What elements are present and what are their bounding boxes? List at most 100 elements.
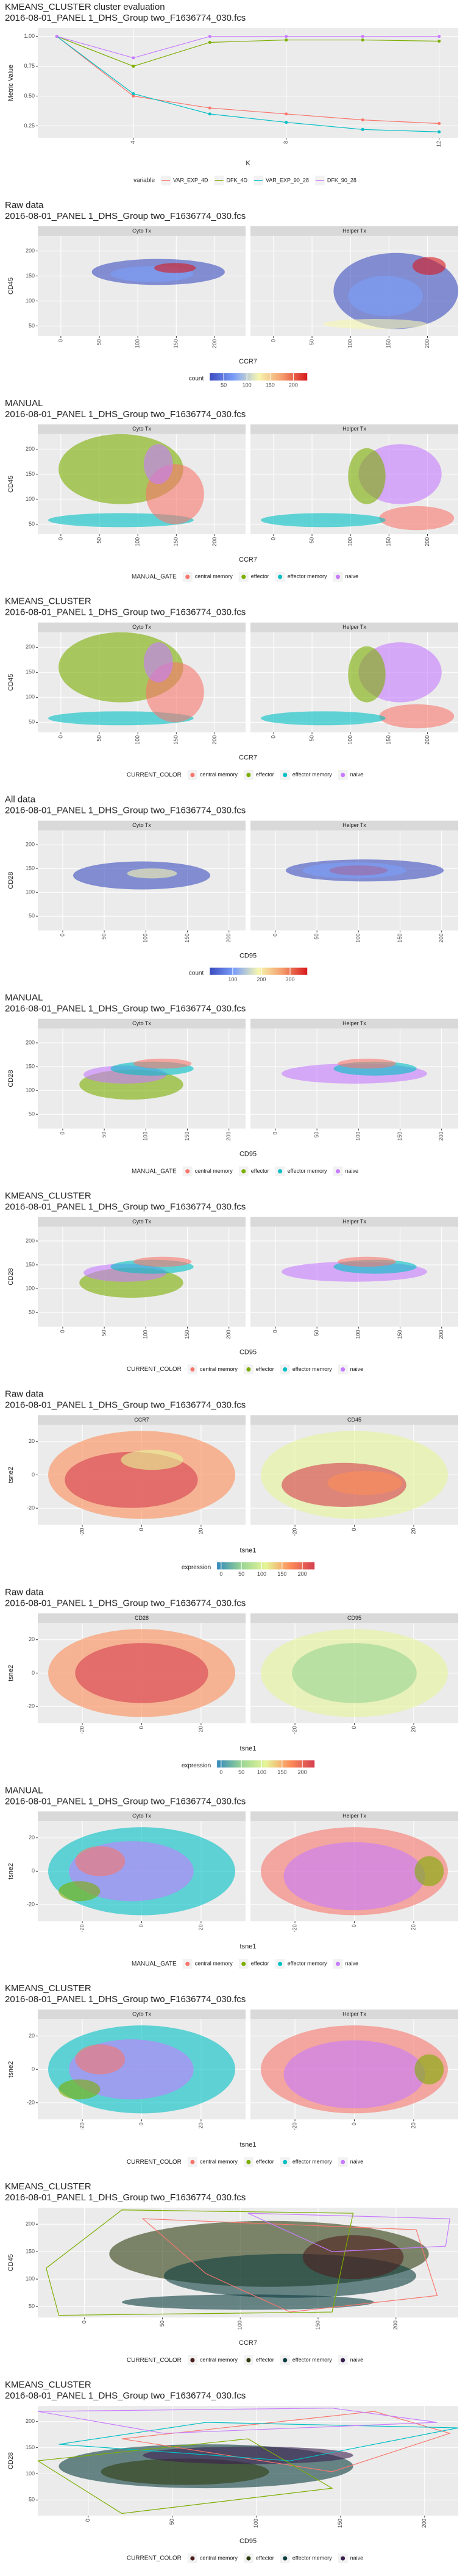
y-tick-label: 200	[26, 446, 35, 452]
x-tick-label: 0	[85, 2519, 91, 2522]
x-tick-label: 0	[272, 934, 278, 937]
colorbar-tick-label: 0	[219, 1571, 222, 1577]
x-tick-label: 200	[225, 934, 232, 943]
x-tick-label: 0	[59, 1132, 65, 1135]
line-series	[57, 36, 439, 59]
legend-swatch	[283, 1367, 288, 1372]
x-tick-label: 200	[225, 1132, 232, 1141]
y-axis-label: CD45	[7, 277, 15, 295]
chart-title: All data	[5, 795, 36, 805]
x-tick-label: 200	[438, 934, 444, 943]
point-cloud-blob	[75, 2044, 126, 2075]
data-point	[208, 40, 211, 44]
y-axis-label: CD45	[7, 674, 15, 691]
colorbar-tick-label: 100	[257, 1571, 266, 1577]
legend-swatch	[246, 773, 251, 778]
data-point	[55, 35, 58, 38]
x-tick-label: 0	[351, 1726, 357, 1729]
y-tick-label: 150	[26, 669, 35, 675]
x-tick-label: 100	[355, 1330, 361, 1339]
y-tick-label: 20	[29, 1834, 35, 1841]
legend-swatch	[283, 2556, 288, 2561]
legend-label: effector	[251, 1168, 269, 1174]
point-cloud	[261, 1629, 448, 1717]
data-point	[361, 38, 364, 42]
chart-subtitle: 2016-08-01_PANEL 1_DHS_Group two_F163677…	[5, 1202, 246, 1212]
facet-strip	[250, 424, 458, 434]
y-tick-label: 100	[26, 1285, 35, 1291]
point-cloud	[79, 1058, 194, 1100]
facet-strip	[38, 1811, 246, 1822]
x-tick-label: 0	[351, 2122, 357, 2125]
legend: CURRENT_COLOR central memory effector effec…	[127, 2553, 363, 2564]
legend-label: central memory	[195, 1168, 233, 1174]
colorbar	[210, 373, 308, 381]
data-point	[208, 106, 211, 110]
colorbar-tick-label: 150	[277, 1571, 286, 1577]
y-tick-label: 200	[26, 2221, 35, 2227]
x-tick-label: 20	[197, 1528, 204, 1534]
legend: count 50 100 150 200	[189, 373, 308, 388]
x-tick-label: 150	[184, 1330, 190, 1339]
y-tick-label: 100	[26, 2276, 35, 2282]
x-tick-label: 50	[96, 537, 102, 543]
facet-label: Helper Tx	[342, 227, 366, 234]
point-cloud-blob	[101, 2458, 269, 2485]
point-cloud	[48, 1827, 235, 1916]
legend: count 100 200 300	[189, 967, 308, 982]
legend-swatch	[185, 574, 190, 579]
data-point	[285, 121, 288, 124]
x-tick-label: 200	[392, 2320, 399, 2330]
line-series	[57, 36, 439, 67]
legend-label: effector memory	[288, 1168, 327, 1174]
y-tick-label: 0	[32, 1868, 35, 1874]
x-tick-label: -20	[79, 1528, 85, 1536]
legend-swatch	[185, 1169, 190, 1174]
y-tick-label: 100	[26, 496, 35, 502]
facet-label: Helper Tx	[342, 1813, 366, 1819]
y-tick-label: 200	[26, 1237, 35, 1243]
x-tick-label: 50	[101, 1132, 107, 1138]
legend-swatch	[190, 1367, 195, 1372]
legend-swatch	[283, 2358, 288, 2363]
legend-swatch	[335, 1169, 340, 1174]
y-tick-label: 50	[29, 719, 35, 725]
point-cloud-blob	[412, 257, 446, 275]
data-point	[132, 95, 135, 98]
point-cloud	[48, 632, 204, 726]
point-cloud-blob	[379, 506, 455, 531]
y-tick-label: 0	[32, 2066, 35, 2072]
legend-label: effector	[256, 771, 274, 778]
data-point	[438, 122, 441, 126]
facet-strip	[250, 1018, 458, 1029]
chart-subtitle: 2016-08-01_PANEL 1_DHS_Group two_F163677…	[5, 2391, 246, 2401]
chart-subtitle: 2016-08-01_PANEL 1_DHS_Group two_F163677…	[5, 409, 246, 420]
legend-label: VAR_EXP_90_28	[266, 177, 309, 183]
y-tick-label: 50	[29, 2497, 35, 2503]
facet-strip	[250, 1811, 458, 1822]
y-tick-label: 200	[26, 644, 35, 650]
x-tick-label: 200	[211, 339, 218, 348]
point-cloud	[48, 2025, 235, 2114]
colorbar	[217, 1562, 315, 1570]
point-cloud	[46, 2209, 450, 2316]
point-cloud-blob	[122, 2294, 374, 2310]
x-tick-label: 0	[57, 537, 63, 540]
legend-swatch	[241, 1169, 246, 1174]
facet-strip	[38, 226, 246, 236]
data-point	[438, 130, 441, 134]
chart-subtitle: 2016-08-01_PANEL 1_DHS_Group two_F163677…	[5, 607, 246, 618]
x-tick-label: 0	[138, 1726, 144, 1729]
y-tick-label: 100	[26, 2470, 35, 2477]
chart-title: MANUAL	[5, 1785, 43, 1795]
point-cloud	[261, 2025, 448, 2114]
facet-strip	[250, 2009, 458, 2020]
y-axis-label: tsne2	[7, 1665, 15, 1681]
contour-outline	[38, 2438, 333, 2514]
legend-label: DFK_90_28	[327, 177, 356, 183]
colorbar-tick-label: 200	[257, 976, 266, 982]
y-axis-label: tsne2	[7, 1863, 15, 1880]
x-tick-label: -20	[79, 1924, 85, 1932]
y-tick-label: 150	[26, 1063, 35, 1069]
